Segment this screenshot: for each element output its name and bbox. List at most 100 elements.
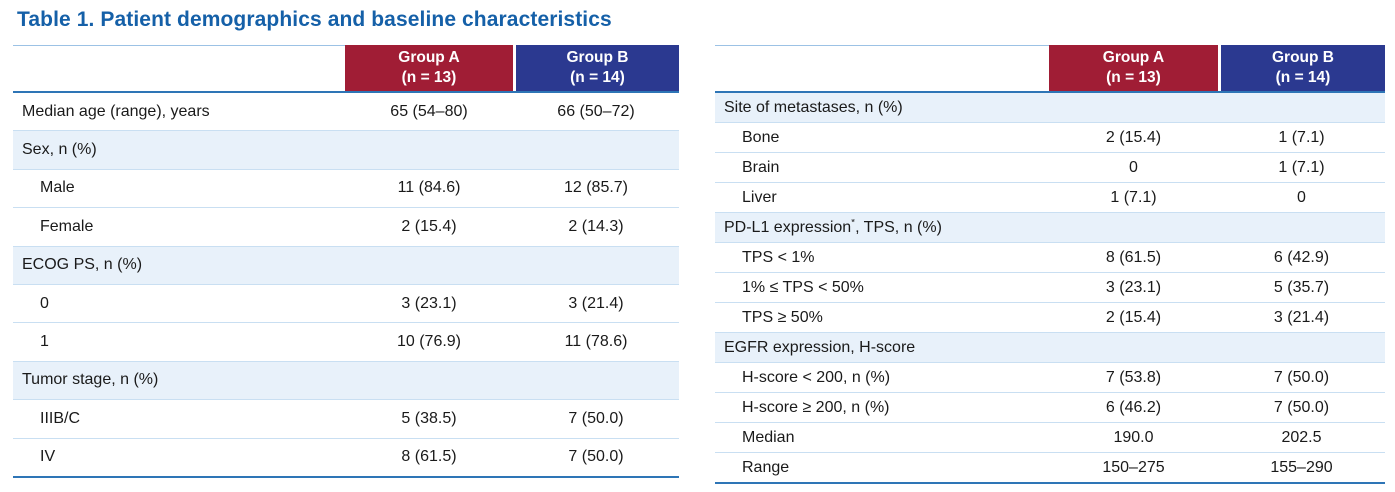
- table-row: 1% ≤ TPS < 50% 3 (23.1) 5 (35.7): [715, 273, 1385, 303]
- table-row: Male 11 (84.6) 12 (85.7): [13, 169, 679, 209]
- group-a-value: 11 (84.6): [397, 179, 461, 197]
- group-a-value: 2 (15.4): [401, 217, 457, 235]
- table-title: Table 1. Patient demographics and baseli…: [17, 8, 612, 31]
- group-b-value: 3 (21.4): [568, 294, 624, 312]
- group-a-value: 1 (7.1): [1110, 188, 1157, 206]
- row-label: Range: [742, 458, 790, 476]
- header-group-b: Group B (n = 14): [513, 45, 679, 91]
- table-row: IIIB/C 5 (38.5) 7 (50.0): [13, 400, 679, 439]
- row-label: Bone: [742, 128, 780, 146]
- row-label: Median: [742, 428, 795, 446]
- group-b-value: 12 (85.7): [563, 179, 629, 197]
- group-a-value: 0: [1129, 158, 1138, 176]
- row-label: Median age (range), years: [22, 102, 210, 120]
- footnote-marker: *: [851, 218, 856, 229]
- row-label: Tumor stage, n (%): [22, 371, 159, 389]
- row-label: PD-L1 expression*, TPS, n (%): [724, 218, 942, 236]
- header-empty-cell: [715, 45, 1049, 91]
- table-row: 1 10 (76.9) 11 (78.6): [13, 323, 679, 362]
- header-empty-cell: [13, 45, 345, 91]
- group-b-value: 1 (7.1): [1278, 128, 1325, 146]
- row-label: Sex, n (%): [22, 141, 97, 159]
- header-group-a: Group A (n = 13): [345, 45, 513, 91]
- table-row: IV 8 (61.5) 7 (50.0): [13, 438, 679, 476]
- group-a-value: 8 (61.5): [401, 448, 457, 466]
- group-a-value: 3 (23.1): [1105, 278, 1162, 296]
- header-group-a: Group A (n = 13): [1049, 45, 1218, 91]
- tables-container: Group A (n = 13) Group B (n = 14) Median…: [0, 45, 1395, 484]
- group-a-label: Group A: [398, 48, 460, 66]
- row-label: H-score < 200, n (%): [742, 368, 891, 386]
- table-row: Bone 2 (15.4) 1 (7.1): [715, 123, 1385, 153]
- table-row: TPS ≥ 50% 2 (15.4) 3 (21.4): [715, 303, 1385, 333]
- section-row: EGFR expression, H-score: [715, 333, 1385, 363]
- table-row: H-score ≥ 200, n (%) 6 (46.2) 7 (50.0): [715, 393, 1385, 423]
- row-label: Site of metastases, n (%): [724, 98, 903, 116]
- group-b-count: (n = 14): [570, 69, 625, 86]
- row-label: TPS ≥ 50%: [742, 308, 823, 326]
- group-a-value: 3 (23.1): [401, 294, 457, 312]
- group-b-value: 3 (21.4): [1273, 308, 1330, 326]
- section-row: ECOG PS, n (%): [13, 246, 679, 285]
- header-group-b: Group B (n = 14): [1218, 45, 1385, 91]
- row-label: EGFR expression, H-score: [724, 338, 916, 356]
- group-b-value: 155–290: [1270, 458, 1333, 476]
- group-b-value: 7 (50.0): [1273, 368, 1330, 386]
- group-b-value: 7 (50.0): [1273, 398, 1330, 416]
- group-b-value: 5 (35.7): [1273, 278, 1330, 296]
- group-a-value: 65 (54–80): [390, 102, 468, 120]
- group-a-value: 190.0: [1113, 428, 1154, 446]
- group-a-count: (n = 13): [1106, 69, 1161, 86]
- group-a-value: 2 (15.4): [1105, 128, 1162, 146]
- section-row: Tumor stage, n (%): [13, 361, 679, 401]
- table-row: Brain 0 1 (7.1): [715, 153, 1385, 183]
- group-a-value: 2 (15.4): [1105, 308, 1162, 326]
- group-b-value: 202.5: [1281, 428, 1322, 446]
- group-b-value: 11 (78.6): [564, 333, 628, 351]
- section-row: Sex, n (%): [13, 131, 679, 170]
- row-label: Female: [40, 217, 94, 235]
- row-label: Liver: [742, 188, 777, 206]
- group-a-count: (n = 13): [401, 69, 457, 86]
- table-row: TPS < 1% 8 (61.5) 6 (42.9): [715, 243, 1385, 273]
- group-b-value: 66 (50–72): [557, 102, 635, 120]
- group-a-value: 8 (61.5): [1105, 248, 1162, 266]
- table-row: H-score < 200, n (%) 7 (53.8) 7 (50.0): [715, 363, 1385, 393]
- section-row: PD-L1 expression*, TPS, n (%): [715, 213, 1385, 243]
- table-row: Median age (range), years 65 (54–80) 66 …: [13, 93, 679, 132]
- row-label: Brain: [742, 158, 780, 176]
- row-label: 0: [40, 294, 49, 312]
- group-a-value: 7 (53.8): [1105, 368, 1162, 386]
- table-right-header: Group A (n = 13) Group B (n = 14): [715, 45, 1385, 93]
- group-b-value: 6 (42.9): [1273, 248, 1330, 266]
- row-label: TPS < 1%: [742, 248, 815, 266]
- table-left: Group A (n = 13) Group B (n = 14) Median…: [13, 45, 679, 478]
- group-b-value: 7 (50.0): [568, 448, 624, 466]
- group-b-label: Group B: [1272, 48, 1334, 66]
- table-right-body: Site of metastases, n (%) Bone 2 (15.4) …: [715, 93, 1385, 482]
- table-row: Female 2 (15.4) 2 (14.3): [13, 208, 679, 247]
- row-label: 1% ≤ TPS < 50%: [742, 278, 864, 296]
- group-a-value: 6 (46.2): [1105, 398, 1162, 416]
- group-a-label: Group A: [1102, 48, 1165, 66]
- table-row: Liver 1 (7.1) 0: [715, 183, 1385, 213]
- table-row: Range 150–275 155–290: [715, 453, 1385, 482]
- group-b-value: 0: [1297, 188, 1306, 206]
- section-row: Site of metastases, n (%): [715, 93, 1385, 123]
- row-label: IIIB/C: [40, 409, 81, 427]
- group-b-value: 1 (7.1): [1278, 158, 1325, 176]
- table-row: 0 3 (23.1) 3 (21.4): [13, 284, 679, 324]
- group-b-value: 2 (14.3): [568, 217, 624, 235]
- row-label: Male: [40, 179, 75, 197]
- group-a-value: 5 (38.5): [401, 409, 457, 427]
- row-label: ECOG PS, n (%): [22, 256, 143, 274]
- table-right: Group A (n = 13) Group B (n = 14) Site o…: [715, 45, 1385, 484]
- group-b-label: Group B: [566, 48, 629, 66]
- group-b-value: 7 (50.0): [568, 409, 624, 427]
- group-b-count: (n = 14): [1275, 69, 1331, 86]
- row-label: IV: [40, 448, 56, 466]
- table-left-header: Group A (n = 13) Group B (n = 14): [13, 45, 679, 93]
- group-a-value: 150–275: [1102, 458, 1165, 476]
- row-label: H-score ≥ 200, n (%): [742, 398, 890, 416]
- row-label: 1: [40, 333, 49, 351]
